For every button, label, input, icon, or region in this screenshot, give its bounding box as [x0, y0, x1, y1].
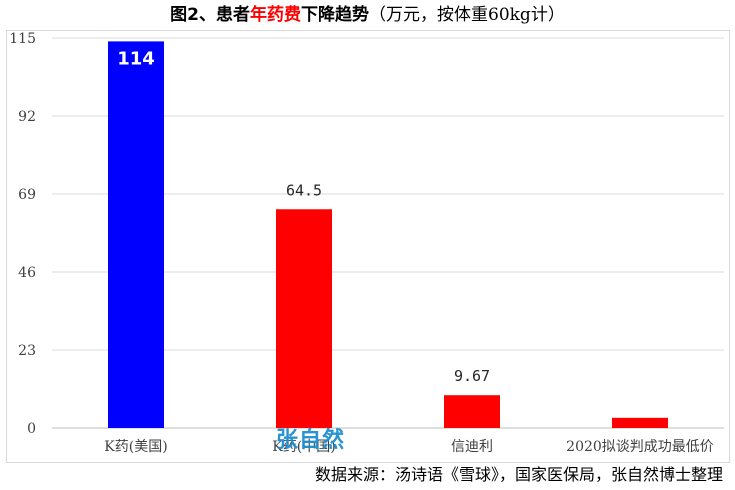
data-label: 64.5: [286, 181, 322, 199]
x-category-label: K药(美国): [104, 439, 167, 455]
chart-title: 图2、患者年药费下降趋势（万元，按体重60kg计）: [0, 2, 735, 30]
y-tick-label: 23: [18, 343, 36, 359]
y-tick-label: 69: [18, 187, 36, 203]
x-category-label: K药(中国): [272, 439, 335, 455]
x-axis: K药(美国) K药(中国) 信迪利 2020拟谈判成功最低价: [104, 439, 714, 455]
y-tick-label: 46: [18, 265, 36, 281]
bar: [444, 395, 500, 428]
bar: [276, 209, 332, 428]
data-labels: 114 64.5 9.67: [117, 48, 490, 385]
source-note: 数据来源：汤诗语《雪球》，国家医保局，张自然博士整理: [314, 465, 723, 484]
x-category-label: 2020拟谈判成功最低价: [566, 439, 714, 455]
y-tick-label: 115: [9, 31, 36, 47]
title-part-1: 图2、患者: [170, 5, 250, 25]
title-part-3: 下降趋势: [301, 5, 369, 25]
bar: [612, 417, 668, 428]
chart-frame: [6, 30, 730, 463]
title-highlight: 年药费: [250, 5, 301, 25]
y-tick-label: 0: [27, 421, 36, 437]
title-unit-note: （万元，按体重60kg计）: [369, 5, 565, 25]
bar: [108, 41, 164, 429]
data-label: 9.67: [454, 367, 490, 385]
data-label: 114: [117, 48, 155, 69]
y-tick-label: 92: [18, 109, 36, 125]
bars: [108, 41, 668, 429]
x-category-label: 信迪利: [451, 439, 493, 455]
watermark: 张自然: [276, 428, 346, 453]
